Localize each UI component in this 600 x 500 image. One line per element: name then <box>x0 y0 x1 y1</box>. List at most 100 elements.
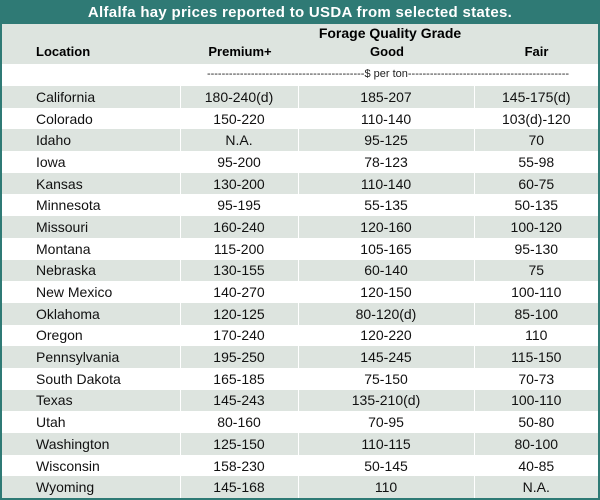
cell-location: New Mexico <box>2 281 180 303</box>
table-row: Wyoming 145-168 110 N.A. <box>2 476 598 499</box>
cell-good: 60-140 <box>297 259 474 282</box>
column-header-fair: Fair <box>524 44 549 59</box>
cell-premium: 130-155 <box>179 259 298 282</box>
cell-premium: 130-200 <box>179 172 298 195</box>
cell-fair: 75 <box>473 259 598 282</box>
table-body: California 180-240(d) 185-207 145-175(d) Col… <box>2 86 598 499</box>
table-row: Montana 115-200 105-165 95-130 <box>2 237 598 260</box>
cell-good: 95-125 <box>297 129 474 152</box>
cell-good: 185-207 <box>297 86 474 108</box>
cell-good: 110 <box>297 476 474 499</box>
cell-fair: 100-120 <box>473 216 598 238</box>
table-row: Utah 80-160 70-95 50-80 <box>2 411 598 433</box>
cell-premium: 195-250 <box>179 346 298 368</box>
cell-premium: 140-270 <box>179 281 298 303</box>
cell-premium: 145-168 <box>179 476 298 499</box>
cell-premium: 145-243 <box>179 389 298 412</box>
cell-fair: 110 <box>473 324 598 347</box>
cell-good: 120-220 <box>297 324 474 347</box>
cell-location: Oregon <box>2 324 180 347</box>
price-table: California 180-240(d) 185-207 145-175(d) Col… <box>2 86 598 499</box>
cell-fair: 95-130 <box>473 237 598 260</box>
cell-location: Washington <box>2 433 180 455</box>
cell-premium: 170-240 <box>179 324 298 347</box>
cell-fair: 50-80 <box>473 411 598 433</box>
cell-location: Missouri <box>2 216 180 238</box>
column-header-premium: Premium+ <box>208 44 272 59</box>
cell-premium: 125-150 <box>179 433 298 455</box>
cell-location: Oklahoma <box>2 302 180 325</box>
cell-location: Wisconsin <box>2 454 180 477</box>
grade-group-heading: Forage Quality Grade <box>318 25 462 41</box>
cell-premium: 165-185 <box>179 367 298 390</box>
table-row: New Mexico 140-270 120-150 100-110 <box>2 281 598 303</box>
cell-premium: 120-125 <box>179 302 298 325</box>
cell-good: 145-245 <box>297 346 474 368</box>
cell-good: 80-120(d) <box>297 302 474 325</box>
cell-good: 105-165 <box>297 237 474 260</box>
cell-premium: 160-240 <box>179 216 298 238</box>
table-row: Washington 125-150 110-115 80-100 <box>2 433 598 455</box>
cell-fair: 50-135 <box>473 194 598 217</box>
cell-premium: 180-240(d) <box>179 86 298 108</box>
table-row: Oregon 170-240 120-220 110 <box>2 324 598 347</box>
units-label: ----------------------------------------… <box>206 68 570 80</box>
table-row: Iowa 95-200 78-123 55-98 <box>2 151 598 173</box>
cell-location: Colorado <box>2 107 180 130</box>
table-row: Colorado 150-220 110-140 103(d)-120 <box>2 107 598 130</box>
column-header-good: Good <box>370 44 404 59</box>
cell-location: Texas <box>2 389 180 412</box>
cell-fair: 103(d)-120 <box>473 107 598 130</box>
table-row: Oklahoma 120-125 80-120(d) 85-100 <box>2 302 598 325</box>
table-row: Texas 145-243 135-210(d) 100-110 <box>2 389 598 412</box>
table-header: Forage Quality Grade Location Premium+ G… <box>2 24 598 70</box>
units-row: ----------------------------------------… <box>2 64 598 86</box>
cell-premium: 95-200 <box>179 151 298 173</box>
cell-good: 135-210(d) <box>297 389 474 412</box>
cell-premium: N.A. <box>179 129 298 152</box>
cell-good: 50-145 <box>297 454 474 477</box>
table-row: Pennsylvania 195-250 145-245 115-150 <box>2 346 598 368</box>
cell-good: 110-115 <box>297 433 474 455</box>
cell-location: Minnesota <box>2 194 180 217</box>
table-row: Missouri 160-240 120-160 100-120 <box>2 216 598 238</box>
cell-location: California <box>2 86 180 108</box>
cell-fair: 40-85 <box>473 454 598 477</box>
cell-premium: 158-230 <box>179 454 298 477</box>
cell-good: 110-140 <box>297 172 474 195</box>
cell-premium: 115-200 <box>179 237 298 260</box>
table-row: California 180-240(d) 185-207 145-175(d) <box>2 86 598 108</box>
table-title: Alfalfa hay prices reported to USDA from… <box>2 2 598 24</box>
table-row: Nebraska 130-155 60-140 75 <box>2 259 598 282</box>
cell-location: Utah <box>2 411 180 433</box>
cell-fair: 80-100 <box>473 433 598 455</box>
cell-premium: 80-160 <box>179 411 298 433</box>
column-header-location: Location <box>36 44 91 59</box>
cell-fair: N.A. <box>473 476 598 499</box>
cell-good: 78-123 <box>297 151 474 173</box>
cell-premium: 150-220 <box>179 107 298 130</box>
cell-fair: 115-150 <box>473 346 598 368</box>
cell-location: Kansas <box>2 172 180 195</box>
cell-good: 75-150 <box>297 367 474 390</box>
cell-location: Wyoming <box>2 476 180 499</box>
cell-fair: 100-110 <box>473 389 598 412</box>
cell-good: 55-135 <box>297 194 474 217</box>
cell-fair: 60-75 <box>473 172 598 195</box>
cell-fair: 70-73 <box>473 367 598 390</box>
cell-fair: 100-110 <box>473 281 598 303</box>
table-row: South Dakota 165-185 75-150 70-73 <box>2 367 598 390</box>
cell-location: Iowa <box>2 151 180 173</box>
cell-fair: 145-175(d) <box>473 86 598 108</box>
cell-fair: 70 <box>473 129 598 152</box>
cell-good: 120-160 <box>297 216 474 238</box>
cell-location: Montana <box>2 237 180 260</box>
cell-fair: 85-100 <box>473 302 598 325</box>
cell-premium: 95-195 <box>179 194 298 217</box>
table-row: Wisconsin 158-230 50-145 40-85 <box>2 454 598 477</box>
cell-location: South Dakota <box>2 367 180 390</box>
cell-location: Nebraska <box>2 259 180 282</box>
cell-fair: 55-98 <box>473 151 598 173</box>
cell-good: 110-140 <box>297 107 474 130</box>
